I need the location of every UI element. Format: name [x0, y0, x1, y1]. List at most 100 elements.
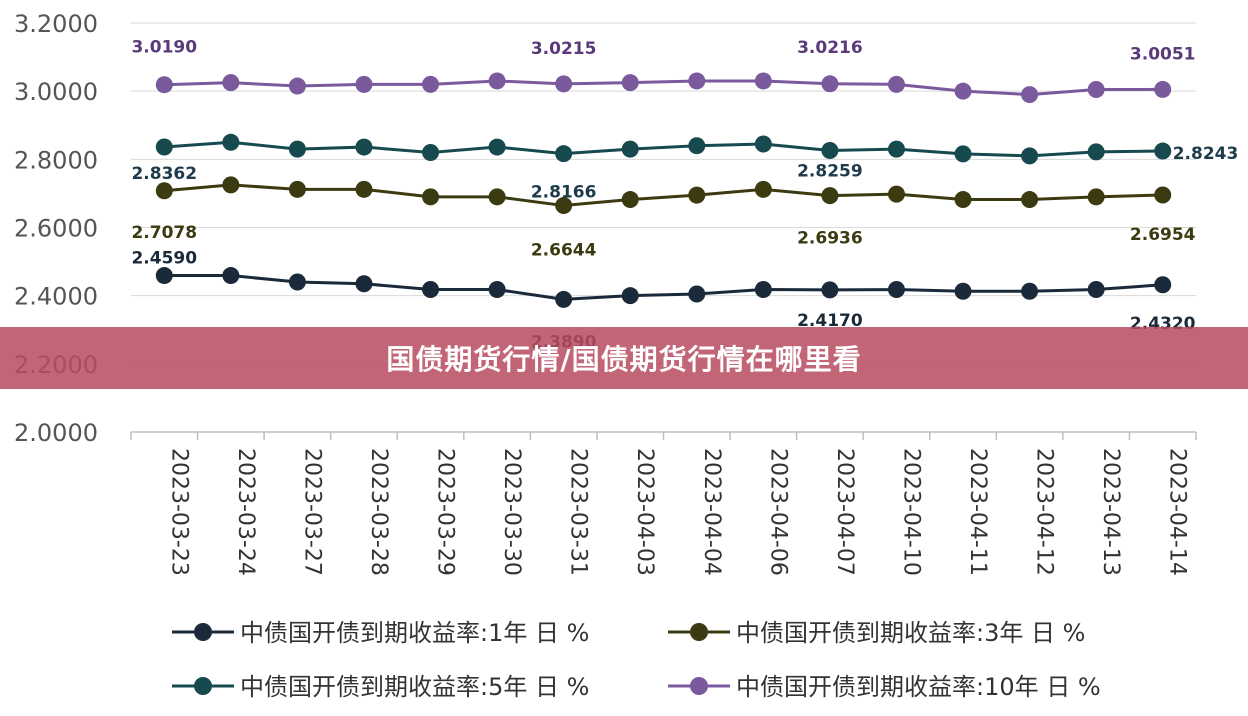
title-banner: 国债期货行情/国债期货行情在哪里看	[0, 327, 1248, 389]
data-point	[754, 72, 772, 90]
data-point	[488, 281, 506, 299]
data-point	[688, 72, 706, 90]
data-point	[821, 187, 839, 205]
data-point	[222, 74, 240, 92]
legend-label: 中债国开债到期收益率:5年 日 %	[240, 673, 589, 701]
legend-marker	[690, 677, 708, 695]
data-point	[1021, 86, 1039, 104]
data-point	[754, 281, 772, 299]
data-point	[887, 140, 905, 158]
data-point	[488, 188, 506, 206]
data-point	[222, 133, 240, 151]
x-tick-label: 2023-03-27	[299, 448, 324, 576]
data-label: 3.0215	[531, 39, 597, 59]
data-point	[821, 281, 839, 299]
x-tick-label: 2023-03-28	[366, 448, 391, 576]
data-point	[155, 267, 173, 285]
data-label: 2.4170	[797, 311, 863, 331]
data-point	[1021, 191, 1039, 209]
y-tick-label: 3.2000	[14, 10, 98, 38]
data-point	[954, 82, 972, 100]
x-tick-label: 2023-03-24	[233, 448, 258, 576]
data-point	[621, 191, 639, 209]
x-tick-label: 2023-03-29	[433, 448, 458, 576]
data-point	[1154, 276, 1172, 294]
x-tick-label: 2023-04-03	[632, 448, 657, 576]
data-point	[1087, 188, 1105, 206]
data-point	[1087, 143, 1105, 161]
banner-title: 国债期货行情/国债期货行情在哪里看	[386, 343, 862, 376]
data-label: 3.0216	[797, 38, 863, 58]
data-point	[1021, 147, 1039, 165]
y-tick-label: 2.6000	[14, 215, 98, 243]
data-point	[1154, 142, 1172, 160]
data-label: 3.0190	[131, 38, 197, 58]
data-point	[288, 140, 306, 158]
data-point	[887, 185, 905, 203]
x-tick-label: 2023-03-31	[566, 448, 591, 576]
data-point	[954, 145, 972, 163]
y-tick-label: 2.0000	[14, 419, 98, 447]
series-line	[164, 140, 1163, 158]
data-label: 2.8243	[1173, 144, 1239, 164]
data-point	[155, 138, 173, 156]
x-tick-label: 2023-04-06	[765, 448, 790, 576]
data-point	[754, 135, 772, 153]
data-label: 2.6936	[797, 229, 863, 249]
data-point	[688, 186, 706, 204]
data-point	[355, 75, 373, 93]
y-tick-label: 2.8000	[14, 146, 98, 174]
y-tick-label: 2.4000	[14, 283, 98, 311]
y-tick-label: 3.0000	[14, 78, 98, 106]
data-point	[1087, 281, 1105, 299]
data-point	[422, 144, 440, 162]
data-label: 2.6954	[1130, 225, 1196, 245]
data-label: 2.7078	[131, 223, 197, 243]
x-tick-label: 2023-04-14	[1165, 448, 1190, 576]
data-point	[488, 138, 506, 156]
data-point	[954, 191, 972, 209]
data-point	[1154, 80, 1172, 98]
x-tick-label: 2023-04-11	[965, 448, 990, 576]
series-line	[164, 274, 1163, 301]
legend-marker	[194, 677, 212, 695]
data-point	[555, 75, 573, 93]
data-point	[688, 285, 706, 303]
data-label: 2.4590	[131, 249, 197, 269]
data-point	[155, 76, 173, 94]
data-label: 3.0051	[1130, 44, 1196, 64]
data-point	[688, 137, 706, 155]
data-label: 2.6644	[531, 241, 597, 261]
data-point	[355, 138, 373, 156]
data-point	[887, 281, 905, 299]
x-tick-label: 2023-04-13	[1098, 448, 1123, 576]
data-point	[821, 75, 839, 93]
x-tick-label: 2023-04-04	[699, 448, 724, 576]
data-point	[1154, 186, 1172, 204]
data-point	[288, 77, 306, 95]
data-point	[422, 188, 440, 206]
x-tick-label: 2023-04-07	[832, 448, 857, 576]
x-tick-label: 2023-03-30	[499, 448, 524, 576]
data-point	[555, 290, 573, 308]
data-point	[887, 75, 905, 93]
data-point	[422, 75, 440, 93]
legend-marker	[194, 623, 212, 641]
series-line	[164, 183, 1163, 208]
data-point	[488, 72, 506, 90]
data-point	[621, 140, 639, 158]
data-label: 2.8362	[131, 164, 197, 184]
data-point	[1021, 282, 1039, 300]
x-tick-label: 2023-04-12	[1032, 448, 1057, 576]
data-point	[555, 197, 573, 215]
data-point	[288, 273, 306, 291]
legend-label: 中债国开债到期收益率:3年 日 %	[736, 619, 1085, 647]
data-point	[621, 287, 639, 305]
data-label: 2.8166	[531, 183, 597, 203]
data-point	[422, 281, 440, 299]
data-point	[155, 182, 173, 200]
data-label: 2.8259	[797, 162, 863, 182]
legend-label: 中债国开债到期收益率:10年 日 %	[736, 673, 1101, 701]
data-point	[555, 145, 573, 163]
data-point	[222, 176, 240, 194]
